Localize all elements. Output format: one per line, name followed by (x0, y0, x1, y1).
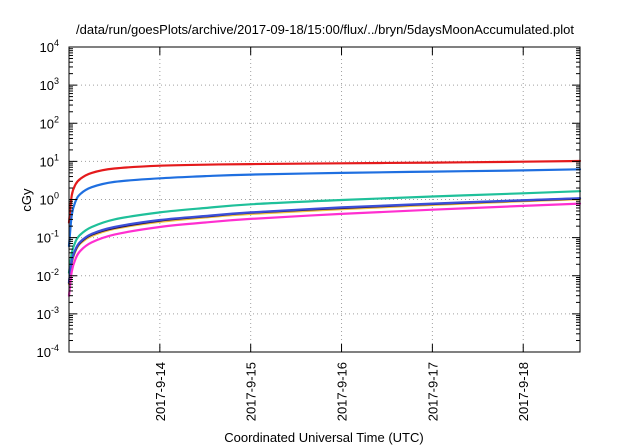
axis-ticks (69, 46, 580, 353)
y-tick-base: 10 (37, 269, 51, 284)
y-tick-base: 10 (40, 40, 54, 55)
y-tick-exponent: 0 (54, 191, 59, 201)
x-axis-label: Coordinated Universal Time (UTC) (224, 430, 423, 445)
y-tick-label: 10-2 (37, 267, 59, 284)
series-line-5 (67, 197, 582, 284)
series-layer (67, 159, 582, 297)
y-tick-label-text: 102 (40, 114, 59, 131)
y-tick-label: 10-3 (37, 305, 59, 322)
y-tick-base: 10 (37, 345, 51, 360)
y-tick-label: 10-1 (37, 229, 59, 246)
x-tick-label: 2017-9-17 (425, 362, 440, 421)
y-tick-base: 10 (37, 231, 51, 246)
y-tick-base: 10 (40, 116, 54, 131)
y-tick-label: 102 (40, 114, 59, 131)
y-tick-base: 10 (40, 193, 54, 208)
y-tick-label-text: 10-4 (37, 343, 59, 360)
y-tick-label: 104 (40, 38, 59, 55)
y-tick-exponent: -3 (51, 305, 59, 315)
chart-title: /data/run/goesPlots/archive/2017-09-18/1… (76, 22, 574, 37)
grid-lines (69, 47, 580, 352)
y-tick-label: 10-4 (37, 343, 59, 360)
y-tick-base: 10 (40, 154, 54, 169)
y-tick-label: 100 (40, 191, 59, 208)
x-tick-label: 2017-9-18 (516, 362, 531, 421)
series-line-6 (67, 197, 582, 284)
y-tick-label: 103 (40, 76, 59, 93)
y-tick-exponent: -2 (51, 267, 59, 277)
series-line-2 (67, 168, 582, 248)
y-tick-label-text: 101 (40, 152, 59, 169)
y-tick-base: 10 (37, 307, 51, 322)
x-tick-label: 2017-9-15 (244, 362, 259, 421)
series-line-3 (67, 190, 582, 274)
series-line-7 (67, 202, 582, 297)
y-tick-exponent: -4 (51, 343, 59, 353)
y-tick-exponent: 4 (54, 38, 59, 48)
y-tick-label-text: 103 (40, 76, 59, 93)
y-tick-label-text: 104 (40, 38, 59, 55)
y-tick-label: 101 (40, 152, 59, 169)
y-axis-label: cGy (19, 188, 34, 212)
x-tick-label: 2017-9-16 (335, 362, 350, 421)
y-tick-label-text: 100 (40, 191, 59, 208)
y-tick-exponent: 2 (54, 114, 59, 124)
y-tick-label-text: 10-2 (37, 267, 59, 284)
series-line-1 (67, 159, 582, 224)
y-tick-label-text: 10-3 (37, 305, 59, 322)
y-tick-base: 10 (40, 78, 54, 93)
y-tick-exponent: 3 (54, 76, 59, 86)
x-tick-labels: 2017-9-14 2017-9-15 2017-9-16 2017-9-17 2017… (153, 362, 531, 421)
y-tick-exponent: -1 (51, 229, 59, 239)
y-tick-exponent: 1 (54, 152, 59, 162)
x-tick-label: 2017-9-14 (153, 362, 168, 421)
series-line-4 (67, 198, 582, 286)
y-tick-label-text: 10-1 (37, 229, 59, 246)
